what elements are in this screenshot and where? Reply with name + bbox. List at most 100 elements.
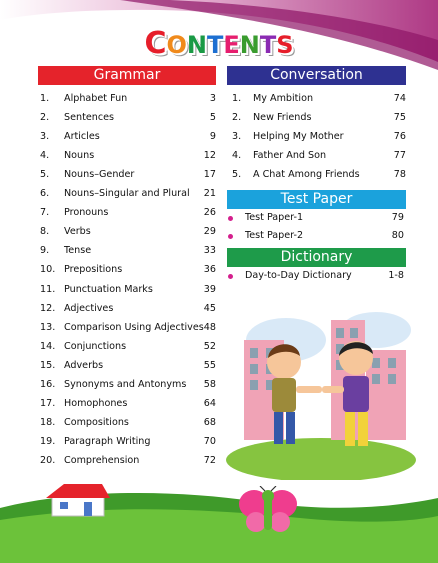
entry-number: 5. xyxy=(232,169,242,180)
entry-title: Nouns xyxy=(64,150,95,162)
toc-entry[interactable]: 12. Adjectives 45 xyxy=(40,301,216,317)
entry-number: 11. xyxy=(40,283,56,295)
entry-page-number: 9 xyxy=(209,131,216,143)
grammar-header: Grammar xyxy=(38,66,216,85)
entry-title: Pronouns xyxy=(64,207,109,219)
title-letter: S xyxy=(276,31,294,59)
entry-title: Sentences xyxy=(64,112,114,124)
toc-entry[interactable]: 9. Tense 33 xyxy=(40,243,216,259)
entry-title: Helping My Mother xyxy=(253,131,344,142)
toc-entry[interactable]: 15. Adverbs 55 xyxy=(40,358,216,374)
toc-entry[interactable]: 16. Synonyms and Antonyms 58 xyxy=(40,377,216,393)
entry-title: Day-to-Day Dictionary xyxy=(245,270,352,281)
entry-page-number: 79 xyxy=(391,212,404,223)
entry-number: 4. xyxy=(40,150,50,162)
bullet-icon xyxy=(228,216,233,221)
entry-number: 1. xyxy=(40,93,50,104)
conversation-header: Conversation xyxy=(227,66,406,85)
toc-entry[interactable]: 5. Nouns–Gender 17 xyxy=(40,167,216,183)
toc-entry[interactable]: 10. Prepositions 36 xyxy=(40,262,216,278)
bullet-icon xyxy=(228,234,233,239)
toc-entry[interactable]: 19. Paragraph Writing 70 xyxy=(40,434,216,450)
toc-entry[interactable]: 3. Articles 9 xyxy=(40,129,216,145)
toc-entry[interactable]: 1. My Ambition 74 xyxy=(232,91,406,107)
entry-number: 1. xyxy=(232,93,242,104)
title-letter: C xyxy=(144,26,167,61)
toc-entry[interactable]: 2. New Friends 75 xyxy=(232,110,406,126)
entry-page-number: 74 xyxy=(393,93,406,104)
entry-page-number: 29 xyxy=(203,226,216,238)
toc-entry[interactable]: 3. Helping My Mother 76 xyxy=(232,129,406,145)
entry-title: Adverbs xyxy=(64,359,104,371)
entry-page-number: 78 xyxy=(393,169,406,180)
entry-page-number: 77 xyxy=(393,150,406,161)
toc-entry[interactable]: Test Paper-1 79 xyxy=(228,210,404,226)
entry-page-number: 68 xyxy=(203,416,216,428)
toc-entry[interactable]: 13. Comparison Using Adjectives 48 xyxy=(40,320,216,336)
entry-number: 13. xyxy=(40,321,56,333)
entry-number: 3. xyxy=(40,131,50,143)
entry-title: Alphabet Fun xyxy=(64,93,128,104)
butterfly-illustration xyxy=(239,486,297,532)
entry-number: 10. xyxy=(40,264,56,276)
entry-page-number: 36 xyxy=(203,264,216,276)
toc-entry[interactable]: 7. Pronouns 26 xyxy=(40,205,216,221)
entry-title: Compositions xyxy=(64,416,129,428)
toc-entry[interactable]: 2. Sentences 5 xyxy=(40,110,216,126)
entry-number: 7. xyxy=(40,207,50,219)
entry-page-number: 45 xyxy=(203,302,216,314)
entry-title: Comprehension xyxy=(64,454,140,466)
entry-title: My Ambition xyxy=(253,93,314,104)
title-letter: O xyxy=(166,31,187,59)
two-boys-illustration xyxy=(226,312,416,480)
entry-page-number: 26 xyxy=(203,207,216,219)
entry-title: Test Paper-1 xyxy=(245,212,304,223)
entry-page-number: 52 xyxy=(203,340,216,352)
toc-entry[interactable]: 4. Father And Son 77 xyxy=(232,148,406,164)
toc-entry[interactable]: 6. Nouns–Singular and Plural 21 xyxy=(40,186,216,202)
entry-page-number: 75 xyxy=(393,112,406,123)
top-swoosh-decoration xyxy=(0,0,438,70)
toc-entry[interactable]: Day-to-Day Dictionary 1-8 xyxy=(228,268,404,284)
toc-entry[interactable]: 20. Comprehension 72 xyxy=(40,453,216,469)
entry-title: Adjectives xyxy=(64,302,114,314)
entry-page-number: 64 xyxy=(203,397,216,409)
toc-entry[interactable]: 8. Verbs 29 xyxy=(40,224,216,240)
title-letter: N xyxy=(186,31,207,59)
toc-entry[interactable]: Test Paper-2 80 xyxy=(228,228,404,244)
entry-number: 17. xyxy=(40,397,56,409)
entry-page-number: 3 xyxy=(209,93,216,104)
entry-title: New Friends xyxy=(253,112,312,123)
toc-entry[interactable]: 11. Punctuation Marks 39 xyxy=(40,282,216,298)
title-letter: T xyxy=(206,31,224,59)
test-paper-header: Test Paper xyxy=(227,190,406,209)
entry-page-number: 39 xyxy=(203,283,216,295)
entry-title: Synonyms and Antonyms xyxy=(64,378,187,390)
entry-number: 5. xyxy=(40,169,50,181)
toc-entry[interactable]: 14. Conjunctions 52 xyxy=(40,339,216,355)
entry-title: Articles xyxy=(64,131,100,143)
entry-number: 19. xyxy=(40,435,56,447)
entry-page-number: 72 xyxy=(203,454,216,466)
bullet-icon xyxy=(228,274,233,279)
entry-page-number: 33 xyxy=(203,245,216,257)
entry-title: Verbs xyxy=(64,226,91,238)
toc-entry[interactable]: 18. Compositions 68 xyxy=(40,415,216,431)
entry-title: Nouns–Gender xyxy=(64,169,135,181)
title-letter: T xyxy=(259,31,277,59)
entry-page-number: 80 xyxy=(391,230,404,241)
toc-entry[interactable]: 17. Homophones 64 xyxy=(40,396,216,412)
toc-entry[interactable]: 1. Alphabet Fun 3 xyxy=(40,91,216,107)
entry-number: 20. xyxy=(40,454,56,466)
entry-page-number: 21 xyxy=(203,188,216,200)
toc-entry[interactable]: 5. A Chat Among Friends 78 xyxy=(232,167,406,183)
entry-page-number: 76 xyxy=(393,131,406,142)
entry-title: Conjunctions xyxy=(64,340,127,352)
entry-title: Tense xyxy=(64,245,92,257)
entry-number: 14. xyxy=(40,340,56,352)
entry-page-number: 12 xyxy=(203,150,216,162)
toc-entry[interactable]: 4. Nouns 12 xyxy=(40,148,216,164)
entry-page-number: 5 xyxy=(209,112,216,124)
page-title: CONTENTS xyxy=(0,26,438,61)
entry-page-number: 48 xyxy=(203,321,216,333)
